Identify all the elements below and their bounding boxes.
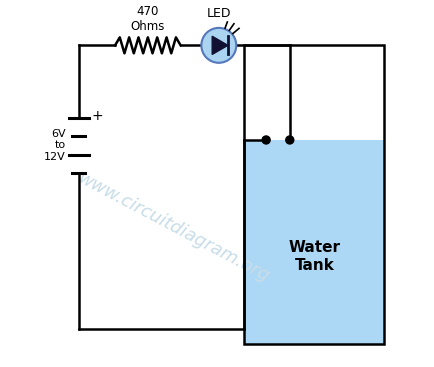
Text: +: + — [92, 109, 103, 123]
Text: Ohms: Ohms — [131, 19, 165, 33]
Circle shape — [201, 28, 236, 63]
Text: 6V
to
12V: 6V to 12V — [44, 129, 66, 162]
Circle shape — [262, 136, 270, 144]
Polygon shape — [212, 36, 228, 54]
Text: www.circuitdiagram.org: www.circuitdiagram.org — [74, 169, 272, 286]
Bar — [244, 46, 385, 344]
Text: LED: LED — [207, 7, 231, 20]
Bar — [244, 140, 385, 344]
Text: Water
Tank: Water Tank — [288, 240, 340, 273]
Circle shape — [286, 136, 294, 144]
Text: 470: 470 — [137, 5, 159, 18]
